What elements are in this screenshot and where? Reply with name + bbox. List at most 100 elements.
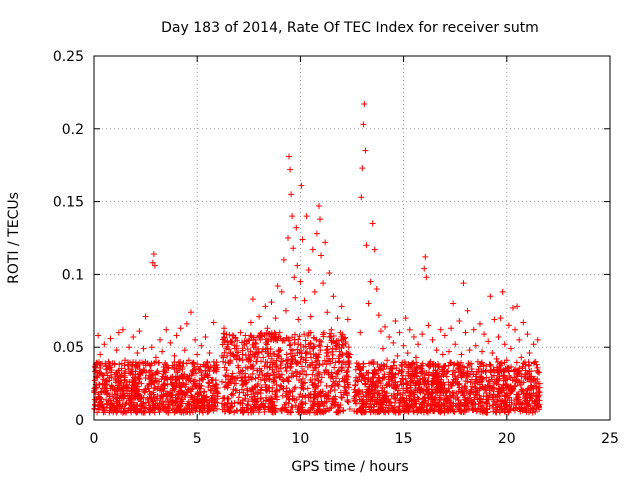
data-point bbox=[504, 402, 511, 409]
data-point bbox=[307, 398, 314, 405]
data-point bbox=[429, 336, 436, 343]
data-point bbox=[299, 393, 306, 400]
data-point bbox=[250, 365, 257, 372]
data-point bbox=[318, 252, 325, 259]
data-point bbox=[235, 394, 242, 401]
data-point bbox=[239, 351, 246, 358]
y-tick-label: 0.25 bbox=[53, 49, 84, 65]
data-point bbox=[533, 393, 540, 400]
data-point bbox=[303, 213, 310, 220]
data-point bbox=[295, 408, 302, 415]
data-point bbox=[94, 374, 101, 381]
data-point bbox=[458, 389, 465, 396]
data-point bbox=[278, 407, 285, 414]
data-point bbox=[294, 262, 301, 269]
data-point bbox=[345, 344, 352, 351]
data-point bbox=[452, 341, 459, 348]
data-point bbox=[289, 353, 296, 360]
data-point bbox=[177, 399, 184, 406]
data-point bbox=[160, 388, 167, 395]
data-point bbox=[169, 387, 176, 394]
data-point bbox=[420, 409, 427, 416]
data-point bbox=[151, 379, 158, 386]
data-point bbox=[301, 368, 308, 375]
data-point bbox=[468, 360, 475, 367]
data-point bbox=[252, 337, 259, 344]
data-point bbox=[150, 389, 157, 396]
data-point bbox=[226, 404, 233, 411]
data-point bbox=[496, 375, 503, 382]
data-point bbox=[344, 398, 351, 405]
data-point bbox=[467, 379, 474, 386]
data-point bbox=[147, 367, 154, 374]
data-point bbox=[493, 355, 500, 362]
data-point bbox=[188, 309, 195, 316]
data-point bbox=[476, 320, 483, 327]
data-point bbox=[471, 394, 478, 401]
data-point bbox=[294, 359, 301, 366]
data-point bbox=[212, 366, 219, 373]
data-point bbox=[122, 374, 129, 381]
data-point bbox=[484, 400, 491, 407]
data-point bbox=[438, 373, 445, 380]
data-point bbox=[219, 336, 226, 343]
data-point bbox=[368, 382, 375, 389]
data-point bbox=[213, 395, 220, 402]
data-point bbox=[299, 236, 306, 243]
data-point bbox=[530, 341, 537, 348]
data-point bbox=[420, 395, 427, 402]
data-point bbox=[342, 361, 349, 368]
data-point bbox=[286, 387, 293, 394]
data-point bbox=[343, 389, 350, 396]
data-point bbox=[99, 371, 106, 378]
data-point bbox=[338, 303, 345, 310]
data-point bbox=[360, 375, 367, 382]
data-point bbox=[369, 396, 376, 403]
x-tick-label: 20 bbox=[498, 431, 516, 447]
data-point bbox=[193, 383, 200, 390]
data-point bbox=[112, 376, 119, 383]
data-point bbox=[476, 387, 483, 394]
data-point bbox=[196, 404, 203, 411]
data-point bbox=[168, 399, 175, 406]
data-point bbox=[379, 345, 386, 352]
data-point bbox=[117, 373, 124, 380]
data-point bbox=[229, 332, 236, 339]
data-point bbox=[407, 384, 414, 391]
data-point bbox=[249, 296, 256, 303]
grid-lines bbox=[94, 56, 610, 420]
data-point bbox=[316, 407, 323, 414]
data-point bbox=[264, 325, 271, 332]
data-point bbox=[312, 409, 319, 416]
data-point bbox=[220, 395, 227, 402]
data-point bbox=[178, 383, 185, 390]
data-point bbox=[273, 394, 280, 401]
data-point bbox=[303, 350, 310, 357]
data-point bbox=[442, 389, 449, 396]
data-point bbox=[290, 245, 297, 252]
data-point bbox=[287, 350, 294, 357]
data-point bbox=[327, 405, 334, 412]
data-point bbox=[328, 326, 335, 333]
data-point bbox=[341, 377, 348, 384]
data-point bbox=[108, 382, 115, 389]
data-point bbox=[272, 374, 279, 381]
data-point bbox=[536, 389, 543, 396]
data-point bbox=[398, 368, 405, 375]
data-point bbox=[185, 401, 192, 408]
data-point bbox=[417, 370, 424, 377]
data-point bbox=[306, 345, 313, 352]
data-point bbox=[390, 406, 397, 413]
data-point bbox=[476, 379, 483, 386]
data-point bbox=[235, 364, 242, 371]
data-point bbox=[419, 331, 426, 338]
data-point bbox=[515, 400, 522, 407]
data-point bbox=[297, 370, 304, 377]
data-point bbox=[499, 288, 506, 295]
data-point bbox=[188, 386, 195, 393]
data-point bbox=[233, 345, 240, 352]
data-point bbox=[142, 313, 149, 320]
data-point bbox=[297, 278, 304, 285]
data-point bbox=[224, 382, 231, 389]
data-point bbox=[243, 338, 250, 345]
